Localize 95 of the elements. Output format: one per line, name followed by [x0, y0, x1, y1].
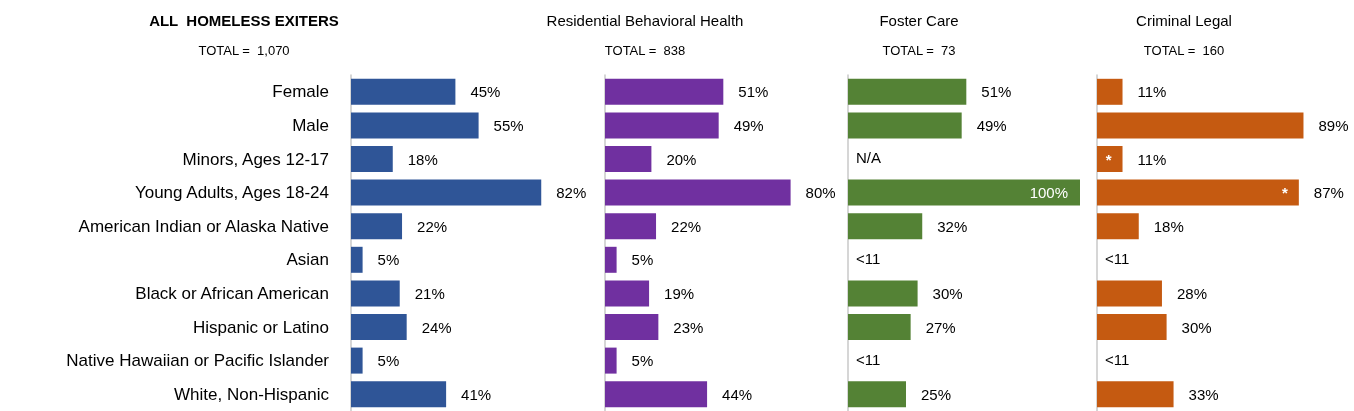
text: <11: [856, 249, 881, 267]
bar: [848, 280, 918, 307]
data-label: 22%: [671, 217, 702, 235]
bar: [1097, 213, 1139, 240]
data-label: 18%: [407, 150, 438, 168]
data-label: 55%: [493, 116, 524, 134]
bar: [605, 246, 617, 273]
data-label: 22%: [417, 217, 448, 235]
data-label: 5%: [631, 251, 654, 269]
bar: [351, 347, 363, 374]
bar: [351, 78, 456, 105]
y-tick-label: Female: [272, 82, 329, 102]
bar: [848, 381, 906, 408]
chart-subtitle: TOTAL = 838: [604, 43, 686, 58]
data-label: 30%: [1181, 318, 1212, 336]
bar: [351, 146, 393, 172]
text: <11: [1105, 249, 1130, 267]
bar: [605, 347, 617, 374]
bar: [848, 179, 1080, 206]
bar: [848, 213, 923, 240]
bar: [605, 78, 724, 105]
annotation: *: [1282, 184, 1288, 202]
data-label: 51%: [738, 83, 769, 101]
bar: [1097, 280, 1162, 307]
data-label: 5%: [631, 352, 654, 370]
bar: [848, 314, 911, 340]
data-label: 44%: [722, 385, 753, 403]
chart-title: Residential Behavioral Health: [546, 12, 744, 29]
bar: [351, 280, 400, 307]
data-label: 5%: [377, 251, 400, 269]
y-tick-label: Asian: [286, 250, 329, 270]
data-label: 41%: [461, 385, 492, 403]
data-label: 20%: [666, 150, 697, 168]
bar: [1097, 381, 1174, 408]
bar: [605, 112, 719, 139]
y-tick-label: Young Adults, Ages 18-24: [134, 183, 329, 203]
text: <11: [1105, 350, 1130, 368]
bar: [1097, 146, 1123, 172]
data-label: 89%: [1318, 116, 1349, 134]
chart-subtitle: TOTAL = 160: [1143, 43, 1225, 58]
bar: [351, 179, 542, 206]
bar: [351, 246, 363, 273]
data-label: 100%: [1029, 184, 1068, 202]
data-label: 49%: [733, 116, 764, 134]
chart-title: Criminal Legal: [1136, 12, 1232, 29]
bar: [1097, 314, 1167, 340]
y-tick-label: Black or African American: [135, 283, 329, 303]
data-label: 19%: [664, 284, 695, 302]
bar: [605, 280, 650, 307]
chart-subtitle: TOTAL = 73: [882, 43, 956, 58]
data-label: 51%: [981, 83, 1012, 101]
data-label: 28%: [1176, 284, 1207, 302]
data-label: 32%: [937, 217, 968, 235]
text: TOTAL = 1,070: [198, 43, 290, 58]
bar: [605, 146, 652, 172]
data-label: 23%: [673, 318, 704, 336]
bar: [351, 112, 479, 139]
bar: [351, 314, 407, 340]
y-tick-label: Hispanic or Latino: [192, 317, 329, 337]
data-label: 11%: [1137, 83, 1167, 101]
data-label: 18%: [1153, 217, 1184, 235]
bar: [351, 381, 447, 408]
bar: [605, 179, 791, 206]
y-tick-label: White, Non-Hispanic: [174, 384, 330, 404]
bar: [605, 381, 708, 408]
data-label: 82%: [556, 184, 587, 202]
text: <11: [856, 350, 881, 368]
data-label: 27%: [925, 318, 956, 336]
bar: [848, 112, 962, 139]
data-label: 33%: [1188, 385, 1219, 403]
data-label: 11%: [1137, 150, 1167, 168]
data-label: 87%: [1313, 184, 1344, 202]
data-label: 21%: [414, 284, 445, 302]
bar: [351, 213, 403, 240]
chart-title: Foster Care: [879, 12, 959, 29]
data-label: 5%: [377, 352, 400, 370]
chart-title: ALL HOMELESS EXITERS: [149, 12, 339, 29]
data-label: 25%: [921, 385, 952, 403]
y-tick-label: Male: [292, 115, 329, 135]
bar: [1097, 112, 1304, 139]
bar: [605, 314, 659, 340]
annotation: *: [1105, 150, 1112, 168]
data-label: 45%: [470, 83, 501, 101]
y-tick-label: Native Hawaiian or Pacific Islander: [66, 351, 330, 371]
bar: [1097, 78, 1123, 105]
y-tick-label: Minors, Ages 12-17: [182, 149, 329, 169]
data-label: 80%: [805, 184, 836, 202]
bar: [1097, 179, 1299, 206]
data-label: 30%: [932, 284, 963, 302]
data-label: 24%: [421, 318, 452, 336]
y-tick-label: American Indian or Alaska Native: [78, 216, 329, 236]
bar: [848, 78, 967, 105]
text: N/A: [856, 149, 882, 166]
bar: [605, 213, 657, 240]
data-label: 49%: [976, 116, 1007, 134]
